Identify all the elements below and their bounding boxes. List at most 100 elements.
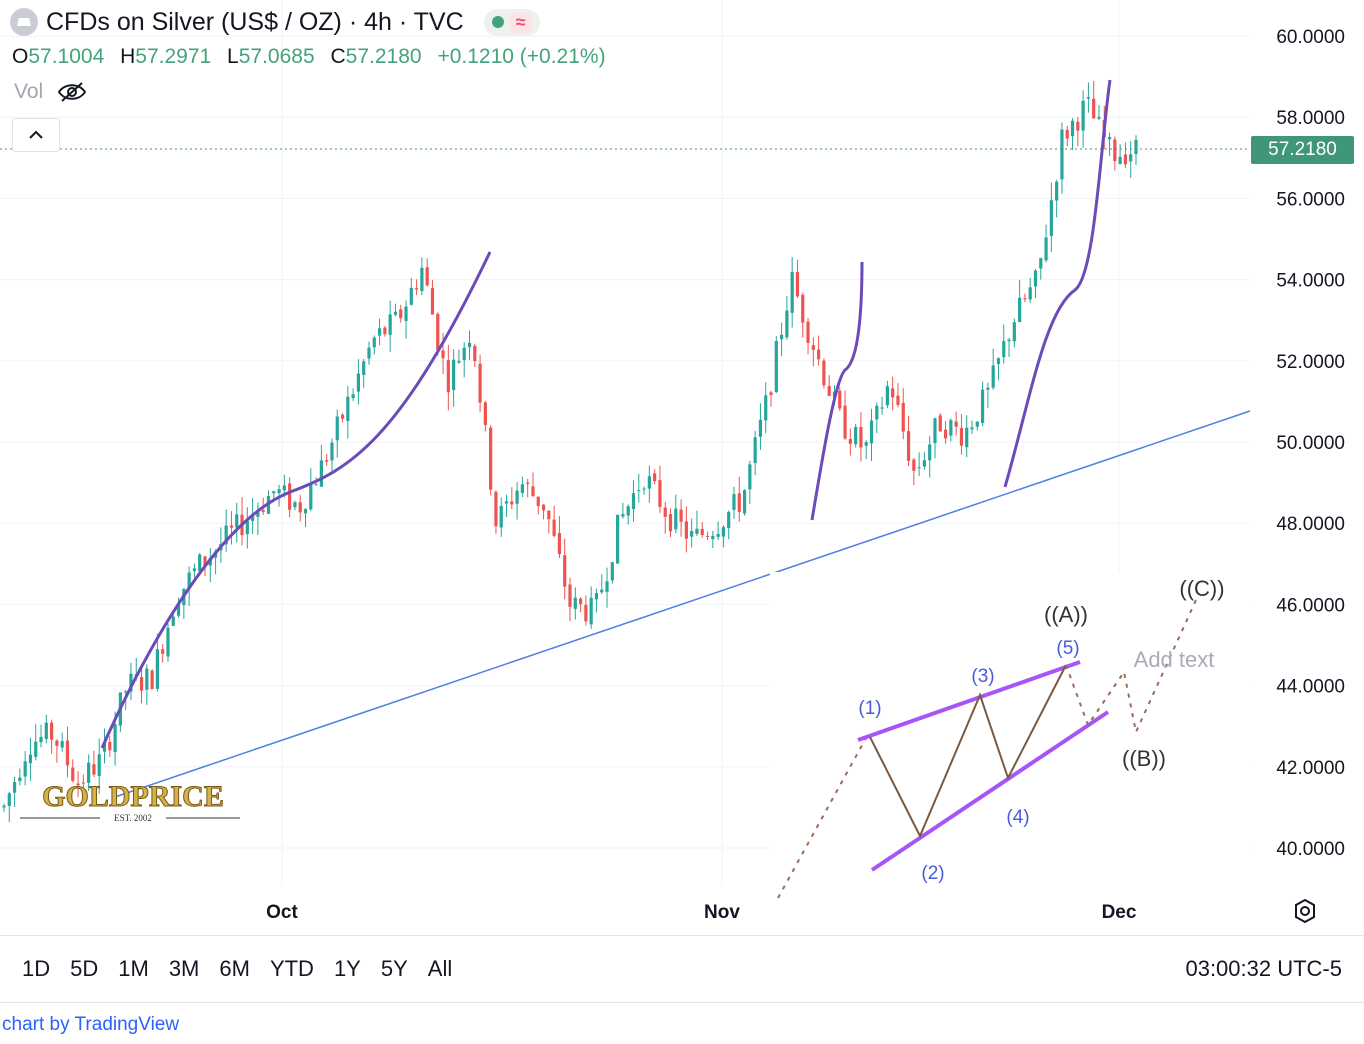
candle bbox=[1065, 125, 1069, 147]
range-1d[interactable]: 1D bbox=[22, 956, 51, 981]
candle bbox=[758, 403, 763, 450]
wave-label-A: ((A)) bbox=[1044, 602, 1088, 627]
candle bbox=[769, 390, 773, 407]
candle-body bbox=[700, 528, 704, 536]
candle bbox=[642, 486, 646, 495]
candle-body bbox=[404, 306, 408, 321]
candle-body bbox=[377, 328, 382, 336]
candle-body bbox=[1123, 154, 1128, 165]
candle bbox=[166, 623, 170, 662]
impulse-curve-2[interactable] bbox=[810, 261, 864, 521]
candle-body bbox=[663, 507, 667, 517]
trendline[interactable] bbox=[114, 410, 1251, 798]
candle-body bbox=[1060, 129, 1064, 180]
candle-body bbox=[885, 386, 889, 406]
candle bbox=[954, 411, 958, 436]
market-status[interactable]: ≈ bbox=[483, 8, 540, 36]
candle-body bbox=[489, 427, 493, 490]
eye-off-icon[interactable] bbox=[57, 81, 87, 103]
wave-zigzag[interactable] bbox=[869, 664, 1067, 839]
price-tick-label: 40.0000 bbox=[1276, 839, 1345, 860]
candle bbox=[520, 476, 524, 498]
wave-channel-lower[interactable] bbox=[870, 710, 1110, 872]
candle-body bbox=[409, 287, 413, 305]
candle-body bbox=[393, 311, 398, 315]
timezone-clock[interactable]: 03:00:32 UTC-5 bbox=[1185, 956, 1342, 981]
candle-body bbox=[124, 691, 128, 693]
wave-label-1: (1) bbox=[858, 698, 881, 719]
candle-body bbox=[737, 493, 741, 512]
candle-body bbox=[605, 581, 609, 592]
candle bbox=[510, 487, 514, 510]
candle bbox=[430, 279, 435, 315]
high-label: H bbox=[120, 45, 136, 68]
candle-body bbox=[1033, 270, 1038, 287]
candle bbox=[949, 418, 953, 442]
candle bbox=[81, 774, 85, 792]
candle-body bbox=[531, 486, 535, 496]
range-1m[interactable]: 1M bbox=[118, 956, 149, 981]
range-all[interactable]: All bbox=[427, 956, 453, 981]
candle-body bbox=[827, 385, 831, 396]
price-tick-label: 56.0000 bbox=[1276, 189, 1345, 210]
candle bbox=[303, 508, 308, 527]
candle bbox=[87, 754, 91, 791]
candle bbox=[161, 644, 165, 663]
candle bbox=[1123, 142, 1128, 169]
candle bbox=[563, 538, 567, 600]
range-3m[interactable]: 3M bbox=[168, 956, 200, 981]
range-6m[interactable]: 6M bbox=[219, 956, 250, 981]
price-chart[interactable]: 60.0000 58.0000 56.0000 54.0000 52.0000 50.00… bbox=[0, 0, 1364, 935]
candle-body bbox=[65, 740, 70, 766]
candle-body bbox=[510, 501, 514, 505]
candle-body bbox=[60, 741, 64, 748]
impulse-curve-1[interactable] bbox=[100, 251, 492, 749]
candle bbox=[991, 348, 995, 390]
candle bbox=[155, 633, 160, 692]
candle bbox=[1060, 122, 1064, 194]
candle bbox=[76, 771, 80, 798]
candle bbox=[631, 480, 636, 522]
wave-channel-upper[interactable] bbox=[857, 660, 1081, 742]
candle-body bbox=[499, 505, 503, 528]
candle bbox=[806, 317, 810, 355]
price-tick-label: 48.0000 bbox=[1276, 514, 1345, 535]
candle bbox=[922, 452, 927, 470]
candle bbox=[298, 494, 302, 522]
candle-body bbox=[965, 427, 969, 448]
goldprice-logo: GOLDPRICE EST. 2002 bbox=[20, 780, 240, 823]
range-5d[interactable]: 5D bbox=[70, 956, 99, 981]
candle bbox=[653, 469, 657, 485]
candle bbox=[1134, 135, 1138, 165]
candle-body bbox=[1134, 139, 1138, 155]
impulse-curve-3[interactable] bbox=[1003, 79, 1112, 488]
candle bbox=[18, 768, 22, 786]
high-value: 57.2971 bbox=[135, 45, 212, 68]
candle-body bbox=[420, 267, 424, 292]
candle bbox=[1097, 104, 1101, 121]
add-text-annotation[interactable]: Add text bbox=[1134, 647, 1215, 672]
chart-title[interactable]: CFDs on Silver (US$ / OZ) · 4h · TVC bbox=[46, 7, 464, 36]
range-1y[interactable]: 1Y bbox=[333, 956, 361, 981]
candle bbox=[557, 516, 562, 559]
candle-body bbox=[319, 460, 323, 487]
tradingview-link[interactable]: chart by TradingView bbox=[2, 1014, 180, 1035]
candle bbox=[478, 354, 482, 413]
candle bbox=[1081, 90, 1085, 148]
symbol-icon bbox=[10, 8, 38, 36]
collapse-legend-button[interactable] bbox=[12, 118, 60, 152]
candle-body bbox=[367, 347, 371, 359]
chart-settings-button[interactable] bbox=[1291, 897, 1319, 925]
candle-body bbox=[547, 510, 551, 520]
candle bbox=[97, 738, 101, 794]
range-ytd[interactable]: YTD bbox=[269, 956, 314, 981]
candle bbox=[859, 412, 863, 462]
candle-body bbox=[372, 337, 376, 348]
candle-body bbox=[388, 314, 392, 335]
candle bbox=[198, 552, 202, 573]
candle-body bbox=[483, 402, 487, 426]
candle-body bbox=[642, 488, 646, 490]
candle bbox=[377, 318, 382, 346]
range-5y[interactable]: 5Y bbox=[380, 956, 408, 981]
wave-icon: ≈ bbox=[509, 11, 532, 33]
